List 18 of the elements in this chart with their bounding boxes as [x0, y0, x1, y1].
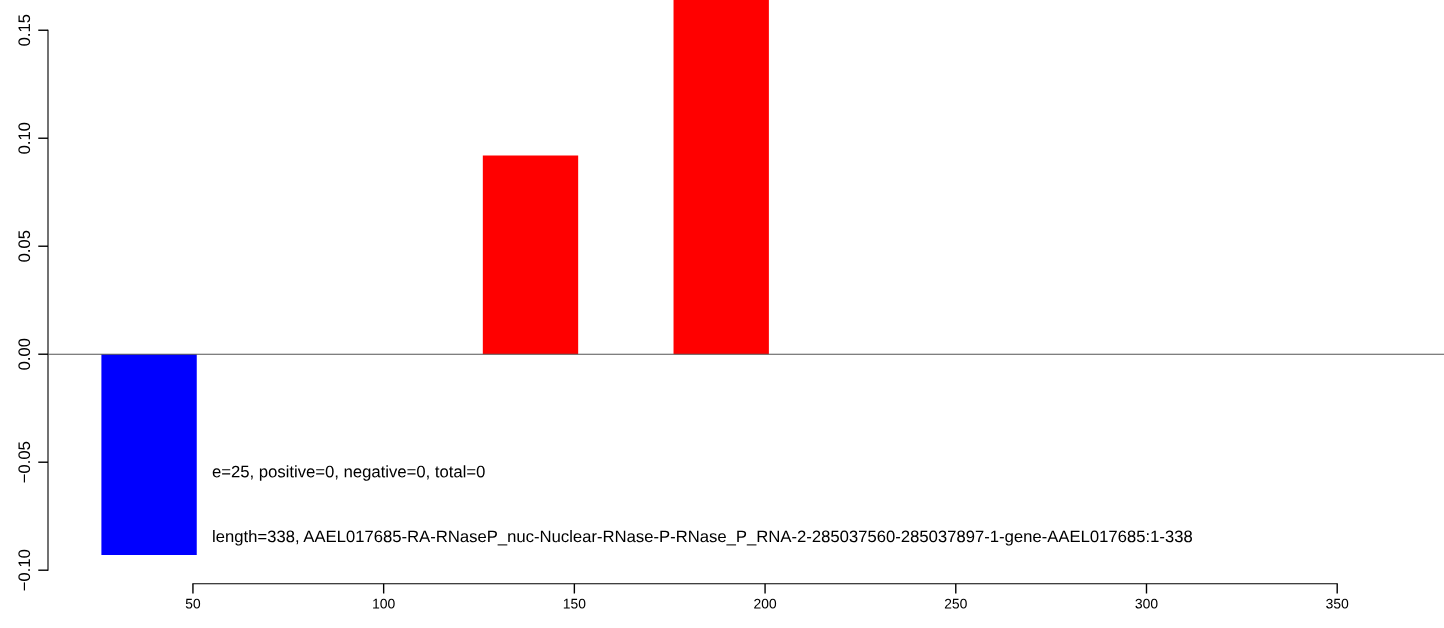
y-tick-label: 0.10 [18, 122, 31, 154]
x-tick-label: 300 [1135, 598, 1158, 609]
bar [673, 0, 769, 355]
bar [482, 155, 579, 355]
y-tick-label: −0.05 [18, 441, 31, 483]
y-tick-label: 0.05 [18, 230, 31, 262]
x-tick-label: 50 [185, 598, 201, 609]
y-tick-label: 0.15 [18, 14, 31, 46]
annotation: e=25, positive=0, negative=0, total=0 [212, 465, 485, 481]
y-tick-label: 0.00 [18, 338, 31, 370]
bar [101, 354, 197, 556]
x-tick-label: 150 [563, 598, 586, 609]
y-tick-label: −0.10 [18, 549, 31, 591]
x-tick-label: 250 [944, 598, 967, 609]
x-tick-label: 350 [1326, 598, 1349, 609]
annotation: length=338, AAEL017685-RA-RNaseP_nuc-Nuclear-RNase-P-RNase_P_RNA-2-285037560-285037897-1-gene-AAEL017685:1-338 [213, 530, 1192, 546]
x-tick-label: 200 [754, 598, 777, 609]
x-tick-label: 100 [373, 598, 395, 609]
